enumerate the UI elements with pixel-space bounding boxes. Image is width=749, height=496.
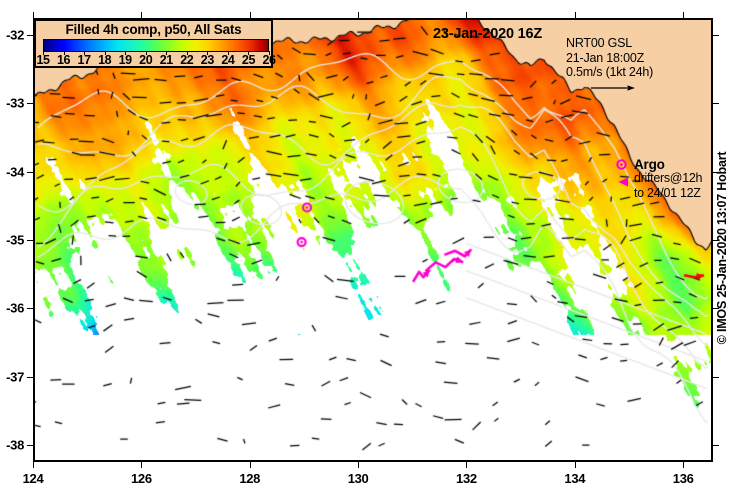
x-axis-label: 126 (130, 471, 152, 486)
x-axis-tick (141, 462, 143, 468)
model-time: 21-Jan 18:00Z (566, 50, 645, 65)
x-axis-tick-top (358, 12, 360, 18)
x-axis-tick-top (33, 12, 34, 18)
colorbar-tick (145, 51, 147, 55)
colorbar-tick (227, 51, 229, 55)
y-axis-tick-right (713, 444, 719, 446)
y-axis-label: -33 (6, 95, 24, 111)
y-axis-tick-right (713, 171, 719, 173)
colorbar-tick-label: 17 (77, 53, 92, 67)
x-axis-tick (683, 462, 685, 468)
x-axis-tick (574, 462, 576, 468)
colorbar-tick-label: 23 (200, 53, 215, 67)
y-axis-tick (27, 35, 33, 37)
y-axis-label: -34 (6, 164, 24, 180)
y-axis-label: -38 (6, 437, 24, 453)
colorbar-tick-label: 25 (241, 53, 256, 67)
colorbar-tick-label: 19 (118, 53, 133, 67)
y-axis-tick-right (713, 240, 719, 241)
argo-legend-label: Argo (634, 157, 665, 172)
y-axis-tick (27, 171, 33, 173)
x-axis-tick (358, 462, 360, 468)
colorbar-tick (207, 51, 209, 55)
colorbar-legend-box: Filled 4h comp, p50, All Sats 15 16 17 18 19… (34, 19, 276, 68)
x-axis-tick-top (249, 12, 251, 18)
y-axis-label: -32 (6, 27, 24, 43)
vector-scale-label: 0.5m/s (1kt 24h) (566, 65, 654, 79)
colorbar-tick (63, 51, 65, 55)
y-axis-tick (27, 376, 33, 378)
y-axis-tick-right (713, 103, 719, 105)
y-axis-label: -36 (6, 300, 24, 316)
x-axis-tick (466, 462, 468, 468)
y-axis-tick (27, 240, 33, 241)
colorbar-tick-labels: 15 16 17 18 19 20 21 22 23 24 25 26 (36, 53, 276, 68)
colorbar-tick-label: 26 (262, 53, 276, 67)
colorbar-tick-label: 20 (139, 53, 153, 67)
x-axis-label: 134 (564, 471, 586, 486)
argo-float-icon (616, 159, 627, 170)
legend-title: Filled 4h comp, p50, All Sats (65, 22, 242, 37)
x-axis-tick (33, 462, 34, 468)
colorbar-tick (269, 51, 270, 55)
x-axis-label: 136 (672, 471, 694, 486)
x-axis-tick-top (683, 12, 685, 18)
colorbar-tick (125, 51, 127, 55)
x-axis-label: 124 (22, 471, 44, 486)
colorbar-tick (84, 51, 86, 55)
x-axis-label: 132 (456, 471, 477, 486)
y-axis-tick (27, 103, 33, 105)
y-axis-tick-right (713, 35, 719, 37)
colorbar-tick-label: 18 (98, 53, 112, 67)
y-axis-tick (27, 444, 33, 446)
y-axis-label: -35 (6, 232, 24, 248)
model-name: NRT00 GSL (566, 36, 633, 50)
colorbar-tick-label: 15 (36, 53, 50, 67)
y-axis-tick (27, 308, 33, 310)
velocity-scale-arrow-icon (591, 85, 635, 91)
imos-credit: © IMOS 25-Jan-2020 13:07 Hobart (715, 151, 729, 345)
drifter-track-icon (618, 177, 628, 187)
colorbar-tick-label: 21 (159, 53, 174, 67)
y-axis-tick-right (713, 308, 719, 310)
colorbar-tick-label: 24 (221, 53, 235, 67)
date-stamp: 23-Jan-2020 16Z (433, 26, 543, 42)
y-axis-label: -37 (6, 369, 24, 385)
x-axis-tick-top (141, 12, 143, 18)
colorbar-tick (104, 51, 106, 55)
drifter-legend-label: drifters@12h (634, 171, 703, 185)
map-plot-area[interactable] (33, 18, 713, 462)
colorbar-tick-label: 16 (56, 53, 71, 67)
colorbar-tick-marks (43, 51, 270, 55)
x-axis-tick-top (574, 12, 576, 18)
y-axis-tick-right (713, 376, 719, 378)
x-axis-label: 128 (239, 471, 261, 486)
colorbar-tick (186, 51, 188, 55)
model-info-block: NRT00 GSL 21-Jan 18:00Z 0.5m/s (1kt 24h) (566, 36, 653, 80)
x-axis-tick (249, 462, 251, 468)
sst-colorbar (43, 39, 269, 52)
x-axis-label: 130 (347, 471, 369, 486)
colorbar-tick (43, 51, 44, 55)
colorbar-tick (248, 51, 250, 55)
sst-field-canvas (35, 20, 711, 460)
drifter-legend-end-time: to 24/01 12Z (634, 186, 701, 200)
colorbar-tick (166, 51, 168, 55)
x-axis-tick-top (466, 12, 468, 18)
colorbar-tick-label: 22 (180, 53, 194, 67)
